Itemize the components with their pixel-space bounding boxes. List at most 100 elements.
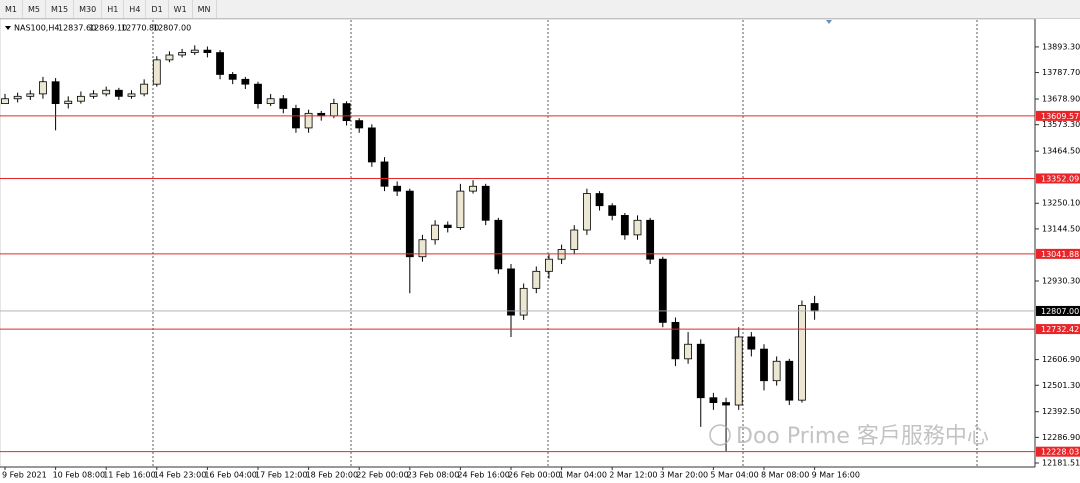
candle-body <box>152 59 161 85</box>
timeframe-button[interactable]: H4 <box>124 0 147 18</box>
y-tick-label: 13250.10 <box>1042 199 1080 208</box>
timeframe-button[interactable]: M30 <box>74 0 103 18</box>
candle-body <box>329 103 338 117</box>
y-tick-label: 12606.90 <box>1042 355 1080 364</box>
candle-body <box>760 348 768 382</box>
candle-body <box>418 239 427 258</box>
x-tick-label: 24 Feb 16:00 <box>457 471 509 480</box>
level-label: 13609.57 <box>1041 112 1079 121</box>
watermark-group: Doo Prime 客戶服務中心 <box>709 424 989 449</box>
x-tick-label: 8 Mar 08:00 <box>761 471 809 480</box>
candle-body <box>102 89 111 95</box>
candle-body <box>671 321 680 360</box>
timeframe-button[interactable]: M5 <box>23 0 46 18</box>
x-tick-label: 17 Feb 12:00 <box>255 471 307 480</box>
candle-body <box>658 258 667 323</box>
level-label: 12228.03 <box>1041 448 1079 457</box>
candle-body <box>279 98 288 109</box>
price-label: 12807.00 <box>1041 307 1079 316</box>
candle-body <box>532 270 541 289</box>
candle-body <box>77 95 85 102</box>
price-label-box <box>1036 305 1080 316</box>
candle-body <box>127 93 136 97</box>
candle-body <box>165 54 174 61</box>
candle-body <box>380 161 389 187</box>
x-tick-label: 18 Feb 20:00 <box>306 471 358 480</box>
candle-body <box>620 215 629 236</box>
y-tick-label: 13787.70 <box>1042 68 1080 77</box>
x-tick-label: 26 Feb 00:00 <box>508 471 560 480</box>
watermark: Doo Prime 客戶服務中心 <box>736 424 989 449</box>
candle-body <box>772 360 781 382</box>
candle-body <box>367 127 376 163</box>
candle-body <box>178 52 187 56</box>
candle-body <box>798 304 806 401</box>
candle-body <box>545 258 553 272</box>
candle-body <box>355 120 364 129</box>
candle-body <box>64 100 73 105</box>
timeframe-toolbar: M1 M5 M15 M30 H1 H4 D1 W1 MN <box>0 0 1080 19</box>
watermark-icon <box>709 424 731 446</box>
x-tick-label: 9 Mar 16:00 <box>812 471 860 480</box>
candle-body <box>507 268 515 316</box>
candle-body <box>304 112 313 129</box>
candle-body <box>13 95 22 100</box>
x-tick-label: 3 Mar 20:00 <box>660 471 708 480</box>
level-label: 12732.42 <box>1041 325 1079 334</box>
candle-body <box>405 190 414 258</box>
candle-body <box>393 185 402 192</box>
candle-body <box>633 219 642 236</box>
candle-body <box>140 83 149 95</box>
level-label: 13352.09 <box>1041 174 1079 183</box>
candle-body <box>26 93 35 97</box>
candle-body <box>89 93 98 97</box>
header-close: 12807.00 <box>153 24 191 33</box>
candle-body <box>747 336 756 350</box>
y-tick-label: 13464.50 <box>1042 147 1080 156</box>
timeframe-button[interactable]: M1 <box>0 0 23 18</box>
candle-body <box>810 303 819 312</box>
candle-body <box>709 397 718 403</box>
level-label-box <box>1036 173 1080 184</box>
candle-body <box>292 108 300 129</box>
y-tick-label: 13144.50 <box>1042 224 1080 233</box>
timeframe-button[interactable]: MN <box>193 0 217 18</box>
header-open: 12837.60 <box>58 24 96 33</box>
candle-body <box>684 343 692 360</box>
candle-body <box>469 185 477 192</box>
level-label-box <box>1036 446 1080 457</box>
x-tick-label: 11 Feb 16:00 <box>103 471 155 480</box>
candle-body <box>519 287 528 316</box>
x-tick-label: 2 Mar 12:00 <box>609 471 657 480</box>
timeframe-button[interactable]: H1 <box>102 0 125 18</box>
candle-body <box>608 205 617 216</box>
candle-body <box>114 89 123 97</box>
candle-body <box>481 185 490 221</box>
x-tick-label: 14 Feb 23:00 <box>154 471 206 480</box>
candle-body <box>456 190 465 228</box>
timeframe-button[interactable]: W1 <box>169 0 193 18</box>
x-tick-label: 5 Mar 04:00 <box>710 471 758 480</box>
timeframe-button[interactable]: M15 <box>46 0 75 18</box>
candle-body <box>646 219 655 260</box>
candle-body <box>254 83 262 105</box>
symbol-marker <box>5 26 11 30</box>
candle-body <box>785 360 794 401</box>
candle-body <box>190 49 199 53</box>
x-tick-label: 9 Feb 2021 <box>2 471 47 480</box>
timeframe-button[interactable]: D1 <box>146 0 169 18</box>
candle-body <box>595 193 604 207</box>
candle-body <box>241 78 250 85</box>
level-label-box <box>1036 248 1080 259</box>
header-high: 12869.10 <box>89 24 127 33</box>
candle-body <box>228 74 237 80</box>
y-tick-label: 13573.30 <box>1042 120 1080 129</box>
candle-body <box>570 229 579 250</box>
y-tick-label: 13678.90 <box>1042 95 1080 104</box>
candle-body <box>1 98 9 105</box>
y-tick-label: 12501.30 <box>1042 381 1080 390</box>
candle-body <box>51 81 60 105</box>
candle-body <box>722 402 730 406</box>
